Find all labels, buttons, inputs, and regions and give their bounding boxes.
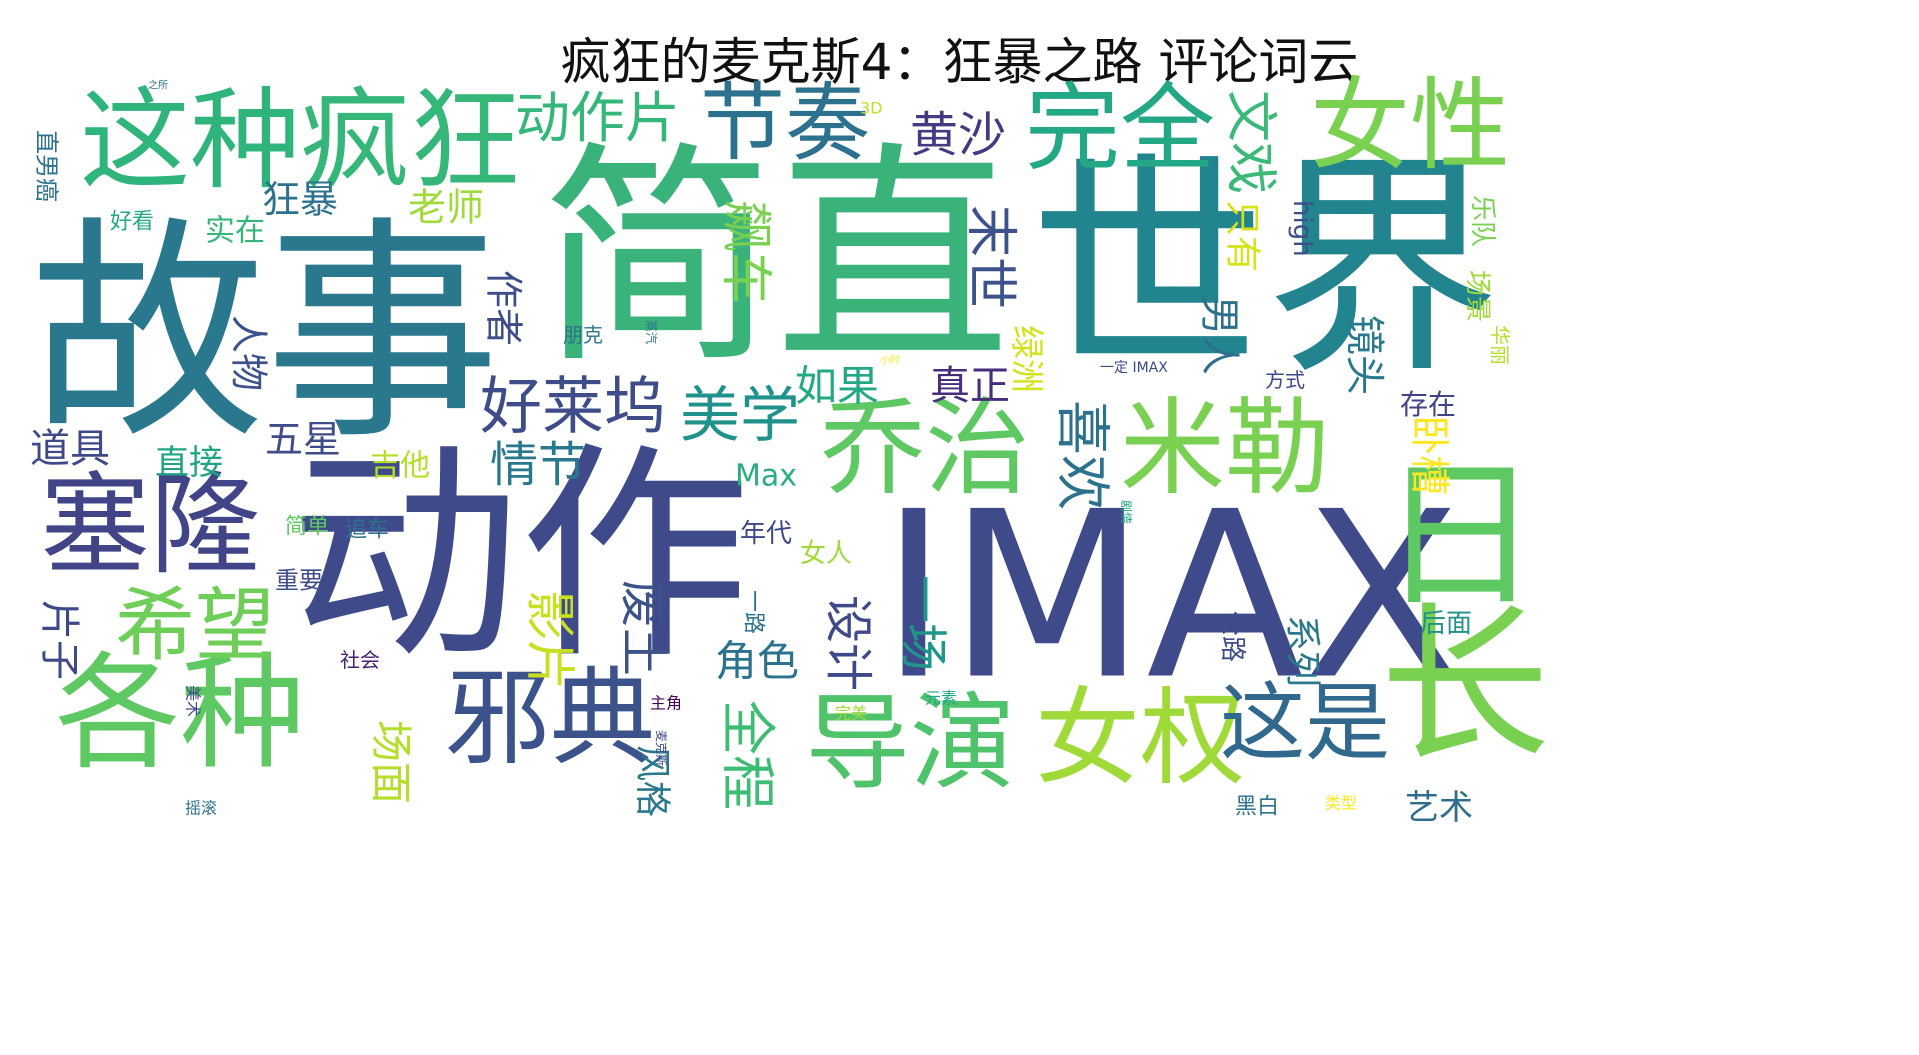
cloud-word: 米勒: [1120, 387, 1330, 509]
cloud-word: 实在: [205, 214, 265, 249]
cloud-word: 女权: [1035, 677, 1245, 799]
cloud-word: 节奏: [700, 74, 870, 173]
cloud-word: 女性: [1310, 67, 1510, 184]
cloud-word: 末世: [960, 205, 1020, 309]
cloud-word: 3D: [860, 99, 883, 118]
cloud-word: 角色: [715, 637, 799, 686]
cloud-word: 乔治: [820, 387, 1030, 509]
cloud-word: 方式: [1265, 368, 1305, 392]
cloud-word: 吉他: [370, 449, 430, 484]
cloud-word: 喜欢: [1050, 400, 1114, 510]
cloud-word: 朋克: [563, 323, 603, 347]
cloud-word: 一定 IMAX: [1100, 360, 1168, 376]
cloud-word: 麦克斯: [654, 730, 668, 766]
cloud-word: 情节: [490, 437, 586, 493]
cloud-word: 一场: [895, 575, 951, 671]
cloud-word: 小时: [880, 355, 900, 367]
cloud-word: 老师: [408, 185, 484, 229]
cloud-word: 这种: [80, 77, 300, 205]
cloud-word: 一路: [740, 590, 765, 634]
cloud-word: 长: [1380, 588, 1550, 786]
cloud-word: 主角: [650, 694, 682, 713]
cloud-word: 剧情: [1119, 500, 1133, 524]
cloud-word: 片子: [36, 600, 82, 680]
cloud-word: 艺术: [1405, 788, 1473, 828]
cloud-word: high: [1287, 200, 1317, 257]
cloud-word: 摇滚: [185, 799, 217, 818]
cloud-word: 风格: [631, 745, 672, 817]
cloud-word: 场面: [366, 720, 415, 804]
cloud-word: 镜头: [1341, 315, 1387, 395]
cloud-word: IMAX: [880, 464, 1461, 731]
cloud-word: 后面: [1420, 609, 1472, 639]
cloud-word: 场景: [1462, 270, 1492, 322]
cloud-word: 好看: [110, 210, 154, 235]
cloud-word: 系列: [1281, 615, 1322, 687]
cloud-word: 男人: [1196, 295, 1242, 375]
cloud-word: 华丽: [1488, 325, 1512, 365]
cloud-word: 黄沙: [910, 107, 1006, 163]
cloud-word: 卧槽: [1406, 415, 1452, 495]
cloud-word: 全程: [715, 700, 779, 810]
cloud-word: 塞隆: [40, 462, 260, 590]
cloud-word: 绿洲: [1006, 325, 1046, 393]
cloud-word: 希望: [115, 579, 275, 672]
cloud-word: 黑白: [1235, 795, 1279, 820]
cloud-word: Max: [735, 459, 797, 494]
cloud-word: 故事: [30, 198, 500, 471]
cloud-word: 年代: [740, 519, 792, 549]
cloud-word: 世界: [1030, 133, 1500, 406]
cloud-word: 疯狂: [300, 77, 520, 205]
cloud-word: 狂暴: [262, 177, 338, 221]
cloud-word: 飙车: [715, 200, 775, 304]
cloud-word: 如果: [795, 362, 879, 411]
cloud-word: 影片: [521, 590, 579, 690]
cloud-word: 直男癌: [33, 130, 61, 202]
cloud-word: 完美: [835, 704, 867, 723]
cloud-word: 直接: [155, 443, 223, 483]
cloud-word: 之所: [148, 79, 168, 92]
cloud-word: 简单: [285, 515, 329, 540]
cloud-word: 女人: [800, 539, 852, 569]
cloud-word: 美术: [183, 685, 202, 717]
cloud-word: 真正: [930, 363, 1010, 409]
cloud-word: 好莱坞: [480, 370, 666, 443]
cloud-word: 各种: [55, 641, 305, 786]
cloud-word: 元素: [925, 689, 957, 708]
cloud-word: 设计: [820, 595, 876, 691]
cloud-word: 公路: [1217, 610, 1247, 662]
cloud-word: 类型: [1325, 794, 1357, 813]
cloud-word: 五星: [265, 417, 341, 461]
cloud-word: 这是: [1220, 674, 1390, 773]
cloud-word: 动作: [290, 424, 750, 691]
cloud-word: 人物: [227, 315, 271, 391]
cloud-word: 邪典: [445, 657, 655, 779]
cloud-word: 道具: [30, 426, 110, 472]
cloud-word: 废土: [615, 580, 671, 676]
cloud-word: 只有: [1221, 200, 1262, 272]
cloud-word: 追车: [345, 518, 389, 543]
cloud-word: 重要: [275, 566, 323, 594]
cloud-word: 导演: [805, 682, 1015, 804]
cloud-word: 动作片: [515, 86, 680, 150]
cloud-word: 文戏: [1220, 90, 1280, 194]
cloud-word: 存在: [1400, 388, 1456, 421]
cloud-word: 日: [1380, 442, 1540, 629]
cloud-word: 蒸汽: [644, 320, 659, 344]
cloud-word: 简直: [540, 123, 1010, 396]
cloud-word: 乐队: [1467, 195, 1497, 247]
cloud-word: 完全: [1025, 74, 1215, 184]
chart-title: 疯狂的麦克斯4：狂暴之路 评论词云: [560, 33, 1359, 91]
cloud-word: 社会: [340, 648, 380, 672]
cloud-word: 作者: [482, 270, 526, 346]
cloud-word: 美学: [680, 381, 800, 451]
